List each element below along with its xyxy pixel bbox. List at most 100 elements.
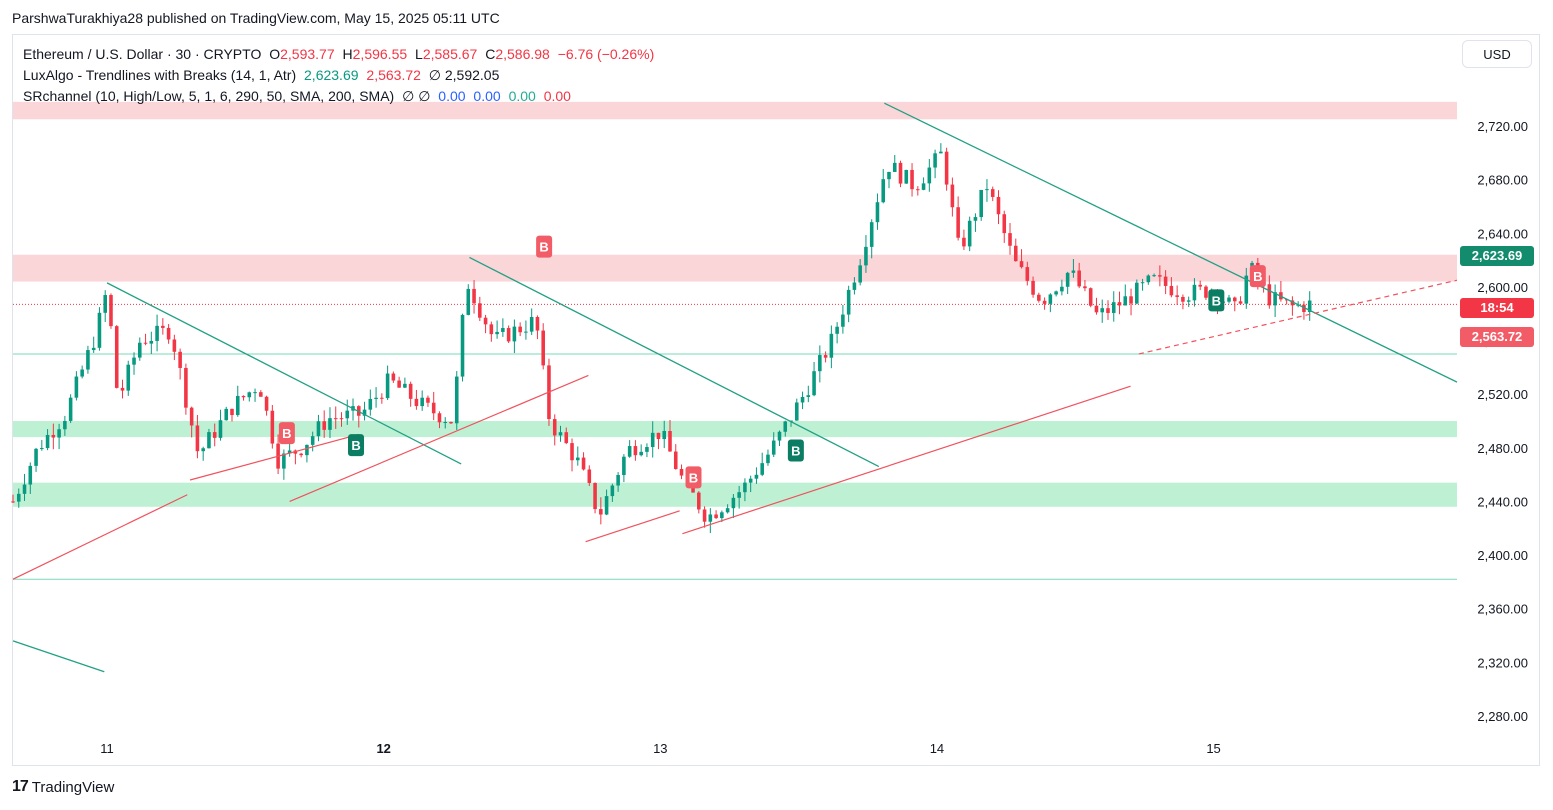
candle-body [633, 446, 638, 456]
candle-body [247, 392, 252, 398]
indicator2-v2: 0.00 [473, 88, 501, 104]
candle [414, 389, 419, 410]
candle [737, 485, 741, 509]
candle [1100, 299, 1105, 323]
candle-body [414, 398, 419, 407]
candle [472, 280, 476, 314]
candle [489, 321, 494, 342]
candle-body [973, 217, 978, 221]
legend-symbol-row: Ethereum / U.S. Dollar · 30 · CRYPTO O2,… [23, 44, 654, 65]
price-tick-label: 2,720.00 [1477, 119, 1528, 134]
candle-body [604, 496, 609, 515]
symbol-name[interactable]: Ethereum / U.S. Dollar · 30 · CRYPTO [23, 46, 262, 62]
candle-body [512, 326, 517, 342]
candle-body [858, 265, 862, 283]
candle [11, 494, 15, 504]
candle [1279, 280, 1283, 302]
candle [587, 465, 592, 486]
candle-body [627, 446, 632, 457]
candle-body [408, 383, 413, 399]
candle [224, 406, 229, 421]
candle-body [541, 330, 545, 366]
candle [887, 171, 891, 189]
candle [627, 440, 632, 458]
candle-body [887, 171, 891, 180]
candle [1094, 297, 1099, 315]
candle-body [63, 420, 67, 430]
candle [910, 163, 914, 197]
candle-body [996, 196, 1001, 215]
candle-body [650, 432, 655, 448]
up-trendline [289, 374, 589, 503]
candle [1152, 273, 1156, 277]
candle-body [431, 402, 436, 414]
candle [34, 447, 38, 472]
candle-body [1169, 285, 1174, 296]
candle-body [869, 222, 874, 247]
currency-button[interactable]: USD [1462, 40, 1532, 68]
down-trendline [12, 640, 105, 673]
time-tick-label: 14 [930, 741, 944, 756]
legend-indicator2-row: SRchannel (10, High/Low, 5, 1, 6, 290, 5… [23, 86, 654, 107]
candle [812, 361, 816, 397]
candle [1019, 249, 1024, 269]
candle [777, 430, 782, 447]
candle [316, 414, 321, 442]
candle-body [1071, 270, 1076, 273]
candle-body [1267, 284, 1272, 306]
candle-body [437, 413, 442, 423]
candle [1302, 301, 1306, 320]
candle [362, 401, 367, 421]
candle-body [91, 347, 96, 351]
candle-body [754, 474, 759, 479]
break-label-box [536, 235, 553, 258]
candle [212, 423, 217, 447]
candle-body [11, 501, 15, 503]
countdown-tag: 18:54 [1460, 298, 1534, 318]
down-trendline [106, 282, 462, 465]
candle-body [195, 425, 200, 452]
candle-body [322, 421, 326, 430]
candle [668, 419, 672, 452]
candle [1008, 223, 1012, 255]
candle [264, 395, 269, 416]
candle-body [783, 421, 788, 432]
bearish-break-label: B [278, 422, 295, 445]
candle [397, 376, 401, 388]
candle-body [1192, 284, 1197, 301]
indicator2-name[interactable]: SRchannel (10, High/Low, 5, 1, 6, 290, 5… [23, 88, 395, 104]
candle [622, 454, 626, 483]
price-tick-label: 2,480.00 [1477, 441, 1528, 456]
indicator1-name[interactable]: LuxAlgo - Trendlines with Breaks (14, 1,… [23, 67, 297, 83]
candle-body [1025, 267, 1030, 281]
candle-body [109, 295, 113, 327]
candle-body [806, 395, 811, 397]
candle [1111, 291, 1116, 322]
candle-body [345, 410, 350, 419]
tradingview-logo[interactable]: 17 TradingView [12, 778, 114, 796]
candle-body [161, 325, 165, 328]
candle [1169, 277, 1174, 298]
change-value: −6.76 (−0.26%) [557, 46, 655, 62]
candle-body [1175, 295, 1179, 297]
candle [518, 322, 522, 337]
candle [725, 504, 730, 514]
break-label-text: B [539, 240, 548, 255]
price-tick-label: 2,520.00 [1477, 387, 1528, 402]
candle [841, 304, 845, 334]
bearish-break-label: B [685, 466, 702, 489]
candle-body [1013, 245, 1018, 262]
up-trendline [12, 494, 188, 580]
candle [506, 325, 511, 344]
candle [80, 365, 84, 379]
candle [846, 285, 851, 323]
candle-body [270, 410, 275, 444]
candle-body [501, 328, 505, 332]
candle-body [155, 325, 159, 341]
candle-body [1158, 275, 1162, 277]
candle [558, 425, 563, 442]
candle [708, 508, 713, 534]
candle [501, 318, 505, 337]
candle [990, 186, 995, 202]
